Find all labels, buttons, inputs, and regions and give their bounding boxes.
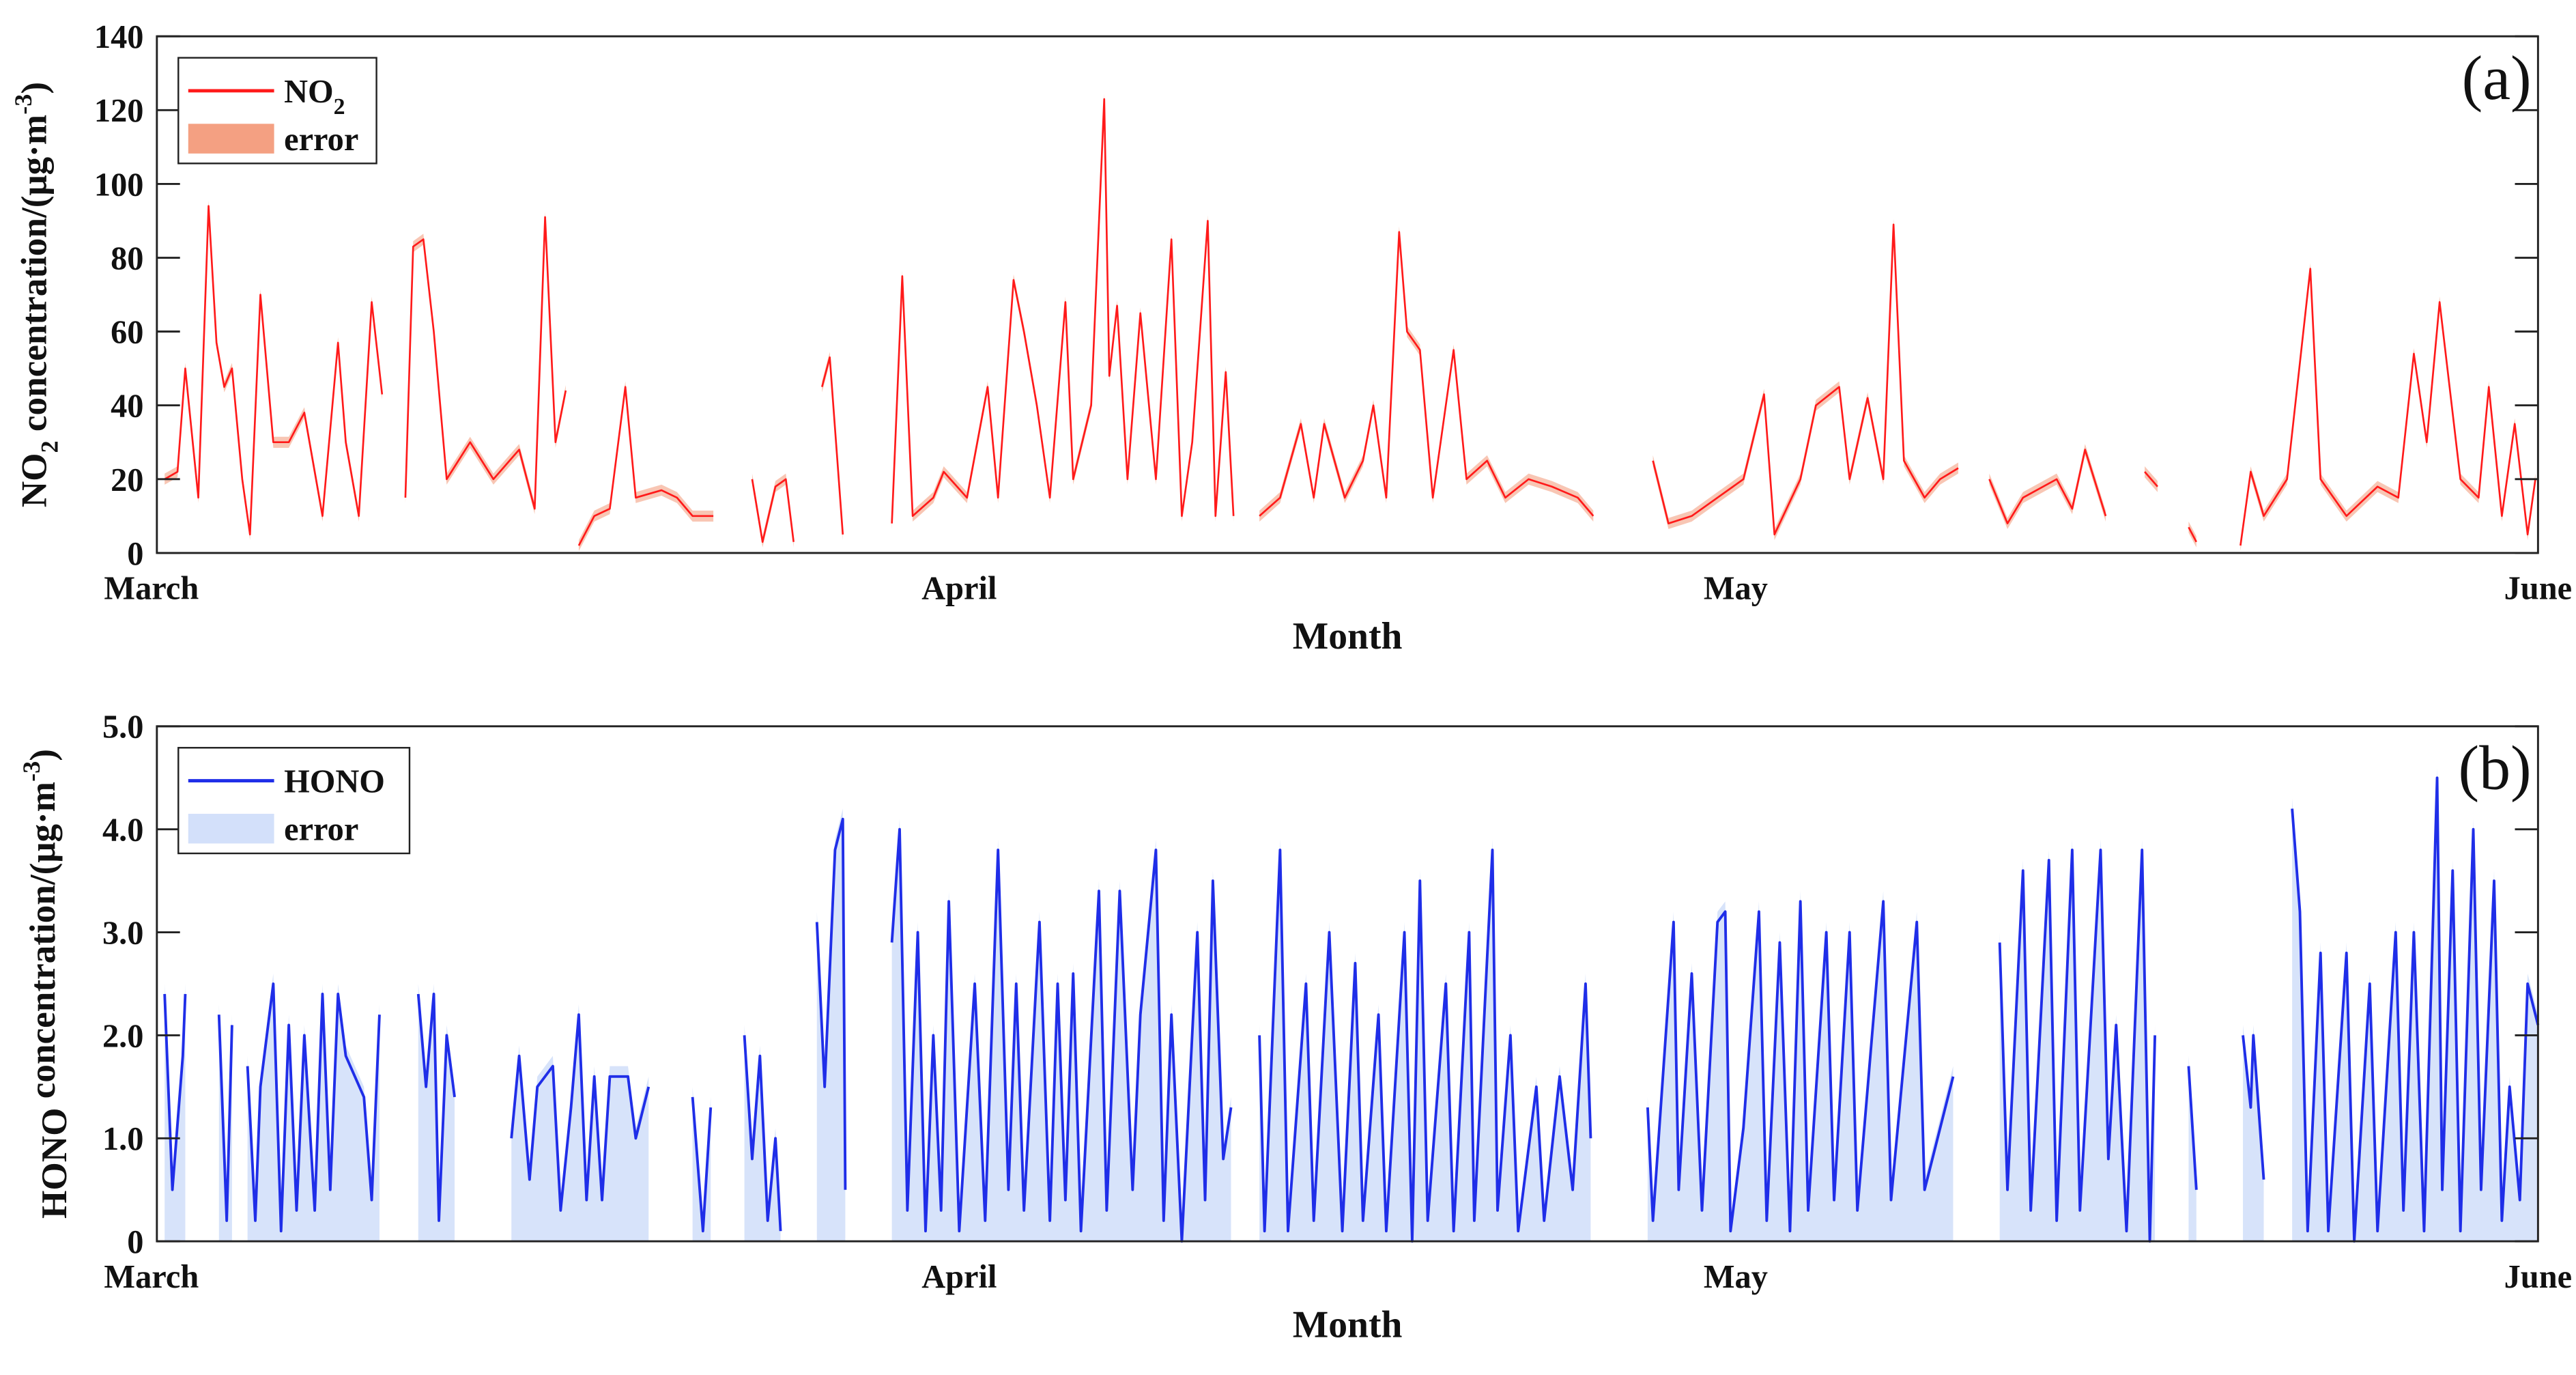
series-line-no2	[2144, 471, 2158, 487]
series-line-no2	[1988, 449, 2107, 525]
legend-label-subscript: 2	[334, 94, 345, 119]
y-tick-label: 100	[94, 167, 144, 203]
error-band-segment	[511, 1004, 649, 1242]
y-axis-label-part: )	[14, 82, 55, 94]
y-tick-label: 1.0	[102, 1121, 143, 1157]
panel-label: (a)	[2462, 43, 2532, 113]
series-line-hono	[743, 1035, 782, 1232]
legend-label-error: error	[284, 122, 358, 158]
y-tick-label: 3.0	[102, 915, 143, 951]
plot-frame	[156, 725, 2539, 1243]
x-tick-label: May	[1704, 1259, 1768, 1295]
legend-label-series: HONO	[284, 764, 385, 800]
x-axis-label: Month	[1293, 615, 1403, 657]
error-band-segment	[891, 94, 1234, 529]
y-axis-label-part: -3	[10, 94, 37, 115]
legend-label-error: error	[284, 812, 358, 848]
x-tick-label: March	[104, 1259, 199, 1295]
series-line-hono	[1998, 848, 2157, 1243]
series-line-hono	[2242, 1034, 2265, 1180]
legend-label-text: NO	[284, 74, 334, 110]
series-line-hono	[217, 1015, 233, 1222]
x-tick-label: June	[2504, 1259, 2572, 1295]
error-band-segment	[578, 381, 714, 552]
y-axis-label-part: concentration/(μg·m	[23, 782, 63, 1108]
y-tick-label: 0	[127, 1224, 143, 1260]
y-tick-label: 5.0	[102, 709, 143, 746]
y-axis-label-part: -3	[18, 761, 45, 782]
legend-label-text: HONO	[284, 764, 385, 800]
y-axis-label-part: concentration/(μg·m	[14, 115, 55, 441]
error-band-segment	[816, 808, 846, 1242]
error-band-segment	[1259, 226, 1594, 522]
y-tick-label: 4.0	[102, 812, 143, 849]
y-tick-label: 0	[127, 536, 143, 572]
series-line-hono	[246, 982, 381, 1233]
series-line-hono	[691, 1096, 713, 1233]
series-line-no2	[1259, 231, 1594, 517]
series-line-no2	[2239, 268, 2536, 546]
series-line-hono	[1646, 900, 1955, 1233]
error-band-segment	[1652, 218, 1958, 541]
series-line-hono	[416, 993, 456, 1222]
x-tick-label: April	[921, 571, 997, 607]
series-line-hono	[2291, 776, 2540, 1243]
series-line-hono	[2187, 1066, 2198, 1190]
y-tick-label: 120	[94, 93, 144, 129]
y-tick-label: 2.0	[102, 1018, 143, 1054]
series-line-hono	[510, 1013, 650, 1212]
error-band-segment	[164, 983, 186, 1242]
y-tick-label: 40	[111, 388, 143, 425]
panel-label: (b)	[2458, 733, 2531, 803]
error-band-segment	[247, 973, 380, 1242]
chart-panel-b: 0 1.0 2.0 3.0 4.0 5.0 March April May June Month HO…	[18, 709, 2572, 1346]
x-tick-label: March	[104, 571, 199, 607]
y-axis-label-part: NO	[14, 453, 55, 508]
series-line-no2	[751, 478, 795, 543]
series-line-no2	[1652, 223, 1959, 536]
error-band-segment	[1989, 444, 2106, 529]
error-band-segment	[692, 1086, 711, 1242]
series-line-no2	[404, 216, 567, 510]
series-line-no2	[891, 98, 1235, 524]
series-line-hono	[890, 827, 1233, 1243]
y-tick-label: 20	[111, 462, 143, 498]
x-tick-label: June	[2504, 571, 2572, 607]
x-axis-label: Month	[1293, 1303, 1403, 1346]
y-tick-label: 80	[111, 240, 143, 277]
legend-band-swatch	[188, 813, 274, 844]
series-line-hono	[1258, 848, 1592, 1243]
series-line-no2	[577, 386, 714, 546]
error-band-segment	[1259, 839, 1591, 1242]
y-tick-label: 60	[111, 315, 143, 351]
legend: HONO error	[177, 747, 411, 855]
y-axis-label-part: )	[23, 749, 63, 761]
series-line-no2	[2188, 526, 2197, 543]
error-band-segment	[405, 211, 566, 515]
series-line-hono	[163, 993, 187, 1191]
y-axis-label: HONO concentration/(μg·m-3)	[18, 749, 74, 1219]
series-line-no2	[821, 356, 844, 535]
error-band-segment	[1999, 839, 2156, 1242]
error-band-segment	[822, 352, 843, 541]
plot-frame	[156, 35, 2539, 554]
x-tick-label: April	[921, 1259, 997, 1295]
y-axis-label-part: HONO	[34, 1108, 74, 1219]
error-band-segment	[891, 819, 1231, 1242]
y-axis-label-part: 2	[36, 440, 63, 453]
x-tick-label: May	[1704, 571, 1768, 607]
legend-label-series: NO2	[284, 74, 345, 119]
y-tick-label: 140	[94, 19, 144, 55]
y-axis-label: NO2 concentration/(μg·m-3)	[10, 82, 63, 507]
series-line-hono	[815, 817, 847, 1190]
legend-band-swatch	[188, 124, 274, 154]
chart-panel-a: 0 20 40 60 80 100 120 140 March April May June Month…	[10, 19, 2572, 657]
series-line-no2	[164, 205, 384, 536]
